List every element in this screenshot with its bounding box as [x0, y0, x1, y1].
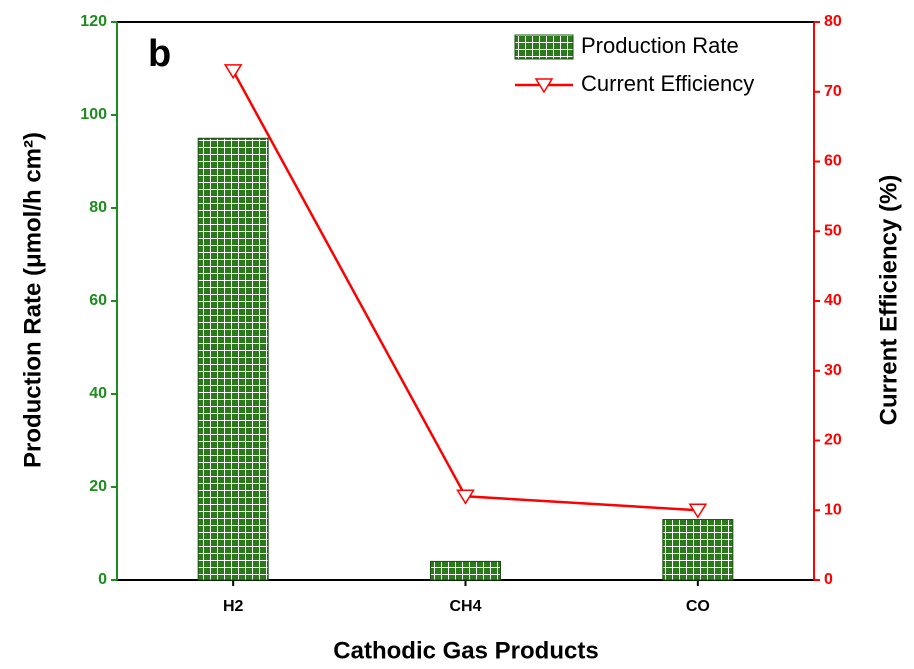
legend-label: Current Efficiency [581, 71, 754, 96]
legend-swatch [514, 34, 574, 60]
y-tick-label: 100 [80, 106, 107, 123]
y-tick-label: 60 [89, 292, 107, 309]
y2-tick-label: 80 [824, 13, 842, 30]
marker [456, 489, 475, 505]
panel-label: b [148, 33, 171, 75]
y2-tick-label: 70 [824, 83, 842, 100]
y-tick-label: 20 [89, 478, 107, 495]
y2-tick-label: 60 [824, 153, 842, 170]
marker [223, 64, 243, 80]
y2-tick-label: 10 [824, 501, 842, 518]
x-tick-label: CO [686, 598, 710, 615]
bar [662, 519, 734, 581]
x-tick-label: H2 [223, 598, 244, 615]
x-axis-title: Cathodic Gas Products [333, 637, 598, 664]
bar [430, 560, 501, 581]
y-tick-label: 80 [89, 199, 107, 216]
legend-label: Production Rate [581, 33, 739, 58]
y-axis-title: Production Rate (μmol/h cm²) [19, 132, 46, 468]
line [232, 70, 698, 512]
y-tick-label: 120 [80, 13, 107, 30]
y2-tick-label: 20 [824, 432, 842, 449]
legend-marker [534, 78, 554, 94]
marker [688, 503, 708, 519]
y2-axis-title: Current Efficiency (%) [875, 175, 902, 426]
y2-tick-label: 50 [824, 222, 842, 239]
bar [197, 137, 269, 581]
y-tick-label: 0 [98, 571, 107, 588]
y2-tick-label: 40 [824, 292, 842, 309]
y-tick-label: 40 [89, 385, 107, 402]
y2-tick-label: 30 [824, 362, 842, 379]
y2-tick-label: 0 [824, 571, 833, 588]
x-tick-label: CH4 [449, 598, 481, 615]
